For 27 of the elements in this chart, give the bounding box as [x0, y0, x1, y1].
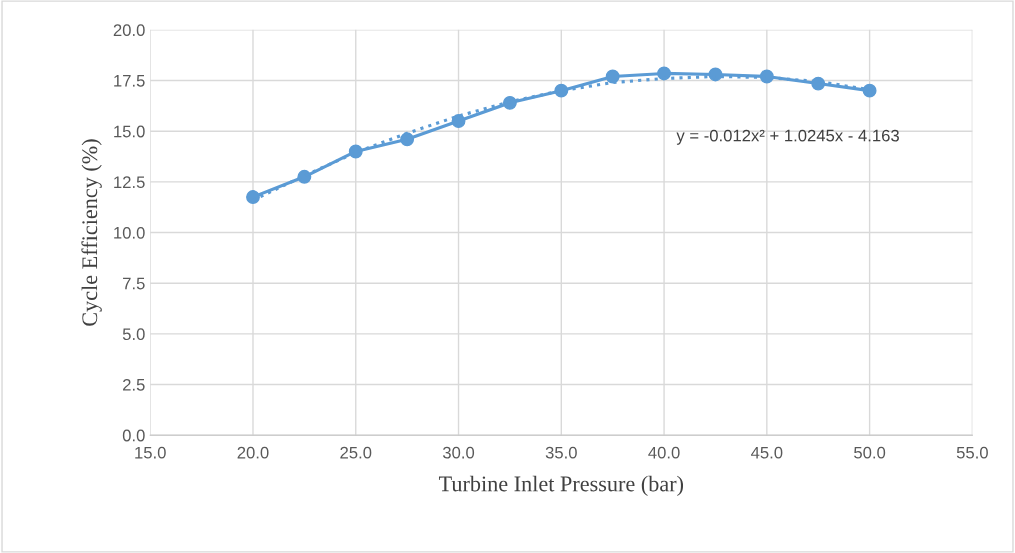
y-tick-label: 12.5	[114, 176, 145, 189]
x-tick-label: 55.0	[956, 446, 988, 459]
x-tick-label: 30.0	[442, 446, 475, 459]
y-tick-label: 7.5	[123, 277, 145, 290]
x-tick-label: 40.0	[648, 446, 680, 459]
y-tick-label: 5.0	[122, 328, 145, 341]
x-tick-label: 35.0	[545, 446, 577, 459]
y-tick-label: 10.0	[114, 226, 145, 239]
point	[605, 69, 620, 84]
x-tick-label: 15.0	[135, 446, 166, 459]
x-tick-label: 25.0	[340, 446, 372, 459]
x-tick-label: 20.0	[237, 446, 269, 459]
point	[400, 132, 415, 147]
y-tick-label: 17.5	[114, 75, 145, 87]
point	[502, 95, 517, 110]
x-axis-title: Turbine Inlet Pressure (bar)	[438, 475, 684, 496]
y-tick-label: 20.0	[113, 24, 145, 37]
y-tick-label: 15.0	[114, 125, 145, 138]
point	[246, 190, 260, 205]
y-axis-title: Cycle Efficiency (%)	[81, 139, 102, 326]
point	[862, 83, 877, 98]
y-tick-label: 2.5	[123, 378, 145, 391]
point	[657, 66, 672, 81]
x-tick-label: 45.0	[751, 446, 783, 459]
y-tick-label: 0.0	[122, 429, 145, 442]
annotation: y = -0.012x² + 1.0245x - 4.163	[676, 129, 899, 145]
x-tick-label: 50.0	[854, 446, 886, 459]
